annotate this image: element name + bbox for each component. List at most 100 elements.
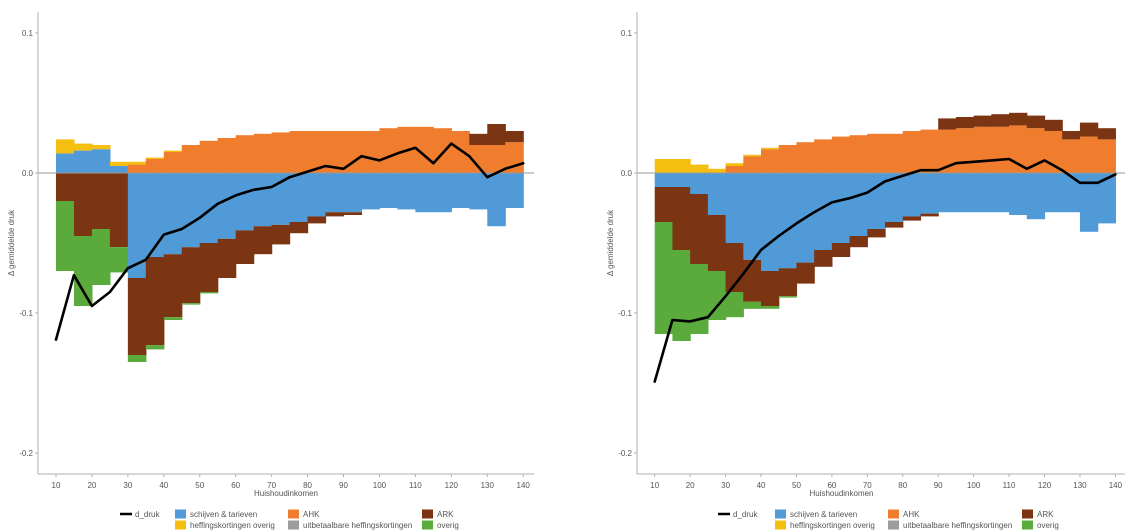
- legend: d_druk schijven & tarieven AHK ARK heffingsk…: [120, 509, 459, 530]
- legend-label: ARK: [1037, 510, 1054, 519]
- x-tick-label: 130: [1073, 481, 1087, 490]
- bar-ark: [707, 215, 727, 271]
- series-line-d-druk: [653, 157, 1117, 383]
- bar-overig: [778, 296, 798, 298]
- bar-schijven-tarieven: [271, 173, 291, 225]
- bar-schijven-tarieven: [654, 173, 674, 187]
- bar-schijven-tarieven: [235, 173, 255, 231]
- bar-overig: [199, 292, 219, 294]
- bar-heffingskortingen-overig: [163, 150, 183, 152]
- bar-ahk: [415, 126, 434, 173]
- bar-ahk: [217, 138, 237, 173]
- bar-schijven-tarieven: [672, 173, 691, 187]
- bar-schijven-tarieven: [199, 173, 219, 243]
- bar-heffingskortingen-overig: [91, 145, 111, 150]
- bar-ahk: [938, 129, 957, 173]
- bar-schijven-tarieven: [91, 149, 111, 173]
- bar-schijven-tarieven: [1026, 173, 1046, 220]
- bar-overig: [55, 201, 75, 271]
- legend-label: schijven & tarieven: [190, 510, 257, 519]
- bar-schijven-tarieven: [163, 173, 183, 255]
- bar-ahk: [163, 152, 183, 173]
- bar-ark: [73, 173, 93, 236]
- bar-ahk: [761, 149, 780, 173]
- bar-schijven-tarieven: [955, 173, 975, 213]
- bar-heffingskortingen-overig: [145, 157, 165, 159]
- bar-ark: [1062, 131, 1081, 140]
- bar-ahk: [343, 131, 363, 173]
- x-tick-label: 40: [159, 481, 168, 490]
- bar-schijven-tarieven: [73, 150, 93, 173]
- legend-label: ARK: [437, 510, 454, 519]
- bar-schijven-tarieven: [379, 173, 399, 208]
- bar-heffingskortingen-overig: [672, 159, 691, 173]
- bar-ahk: [469, 145, 488, 173]
- x-tick-label: 40: [757, 481, 766, 490]
- legend-label: AHK: [903, 510, 920, 519]
- bar-ark: [217, 238, 237, 278]
- bar-heffingskortingen-overig: [127, 161, 147, 165]
- bar-ark: [127, 278, 147, 355]
- x-tick-label: 60: [827, 481, 836, 490]
- y-tick-label: -0.1: [618, 309, 632, 318]
- bar-ark: [991, 114, 1010, 127]
- bar-ark: [289, 222, 309, 234]
- bar-ahk: [433, 128, 452, 173]
- chart-panel-1: -0.2 -0.1 0.0 0.1 10 20 30 40 50 60 70 80 90 100 110 12…: [7, 12, 534, 530]
- bar-heffingskortingen-overig: [690, 164, 709, 173]
- bar-ark: [778, 268, 798, 297]
- legend-key-swatch: [888, 509, 899, 519]
- bar-schijven-tarieven: [343, 173, 363, 213]
- bar-ahk: [145, 159, 165, 173]
- x-tick-label: 10: [52, 481, 61, 490]
- bar-schijven-tarieven: [1044, 173, 1063, 213]
- bar-schijven-tarieven: [325, 173, 345, 213]
- legend-label: heffingskortingen overig: [790, 521, 875, 530]
- bar-schijven-tarieven: [433, 173, 452, 213]
- bar-overig: [109, 247, 129, 273]
- bar-ahk: [920, 129, 939, 173]
- bar-heffingskortingen-overig: [109, 161, 129, 166]
- bar-schijven-tarieven: [778, 173, 798, 269]
- bar-schijven-tarieven: [991, 173, 1010, 213]
- bar-schijven-tarieven: [849, 173, 868, 236]
- bar-schijven-tarieven: [690, 173, 709, 194]
- bar-overig: [725, 292, 744, 318]
- bar-ahk: [289, 131, 309, 173]
- bar-ark: [487, 124, 506, 145]
- chart-panel-2: -0.2 -0.1 0.0 0.1 10 20 30 40 50 60 70 80 90 100 110 12…: [606, 12, 1125, 530]
- x-tick-label: 140: [517, 481, 531, 490]
- bar-ark: [145, 257, 165, 346]
- bar-ark: [1097, 128, 1116, 140]
- bar-schijven-tarieven: [217, 173, 237, 239]
- bar-ahk: [127, 164, 147, 173]
- bar-overig: [690, 264, 709, 334]
- bar-ark: [1044, 119, 1063, 131]
- y-tick-label: 0.0: [22, 169, 34, 178]
- bar-ark: [796, 262, 815, 284]
- bar-ark: [1026, 115, 1046, 129]
- x-tick-label: 100: [373, 481, 387, 490]
- bar-overig: [761, 306, 780, 309]
- bars-group: [654, 112, 1116, 341]
- bar-ark: [672, 187, 691, 250]
- legend-label: overig: [1037, 521, 1059, 530]
- bar-ahk: [361, 131, 381, 173]
- bar-schijven-tarieven: [920, 173, 939, 214]
- bars-group: [55, 124, 524, 362]
- bar-schijven-tarieven: [707, 173, 727, 215]
- legend-label: uitbetaalbare heffingskortingen: [303, 521, 412, 530]
- bar-ahk: [814, 139, 833, 173]
- bar-ark: [1079, 122, 1099, 137]
- x-tick-label: 80: [898, 481, 907, 490]
- series-line-d-druk: [54, 142, 525, 341]
- legend-label: overig: [437, 521, 459, 530]
- bar-ahk: [902, 131, 922, 173]
- bar-ahk: [743, 156, 762, 173]
- bar-heffingskortingen-overig: [55, 139, 75, 154]
- x-tick-label: 90: [339, 481, 348, 490]
- bar-ark: [181, 247, 201, 304]
- bar-ark: [55, 173, 75, 201]
- x-tick-label: 30: [123, 481, 132, 490]
- bar-schijven-tarieven: [289, 173, 309, 222]
